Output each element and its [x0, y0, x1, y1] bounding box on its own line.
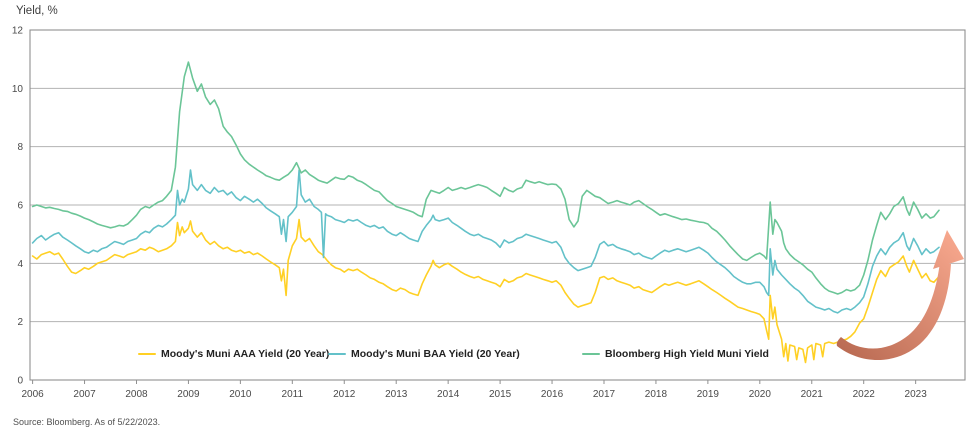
x-tick-label-2008: 2008: [125, 389, 148, 400]
y-tick-label-2: 2: [17, 317, 23, 328]
x-tick-label-2014: 2014: [437, 389, 460, 400]
series-line-hy: [31, 61, 940, 295]
x-tick-label-2012: 2012: [333, 389, 356, 400]
x-tick-label-2017: 2017: [593, 389, 616, 400]
plot-border: [29, 29, 966, 381]
x-tick-label-2015: 2015: [489, 389, 512, 400]
x-tick-label-2018: 2018: [645, 389, 668, 400]
series-line-aaa: [31, 218, 940, 364]
y-tick-label-12: 12: [12, 26, 24, 37]
x-tick-label-2006: 2006: [21, 389, 44, 400]
x-tick-label-2011: 2011: [282, 389, 304, 400]
x-tick-label-2023: 2023: [905, 389, 928, 400]
y-tick-label-8: 8: [17, 142, 23, 153]
arrow-swoosh-body: [836, 262, 951, 360]
x-tick-label-2009: 2009: [177, 389, 200, 400]
y-tick-label-6: 6: [17, 201, 23, 212]
arrow-head: [933, 230, 964, 269]
source-note: Source: Bloomberg. As of 5/22/2023.: [13, 417, 161, 427]
x-tick-label-2007: 2007: [73, 389, 96, 400]
y-axis-title: Yield, %: [16, 5, 58, 17]
x-tick-label-2019: 2019: [697, 389, 720, 400]
x-tick-label-2010: 2010: [229, 389, 252, 400]
x-tick-label-2020: 2020: [749, 389, 772, 400]
upward-trend-arrow: [836, 230, 964, 360]
y-tick-label-10: 10: [12, 84, 24, 95]
x-tick-label-2013: 2013: [385, 389, 408, 400]
y-tick-label-0: 0: [17, 376, 23, 387]
x-tick-label-2022: 2022: [853, 389, 876, 400]
x-tick-label-2016: 2016: [541, 389, 564, 400]
y-tick-label-4: 4: [17, 259, 23, 270]
series-line-baa: [31, 169, 940, 314]
x-tick-label-2021: 2021: [801, 389, 824, 400]
